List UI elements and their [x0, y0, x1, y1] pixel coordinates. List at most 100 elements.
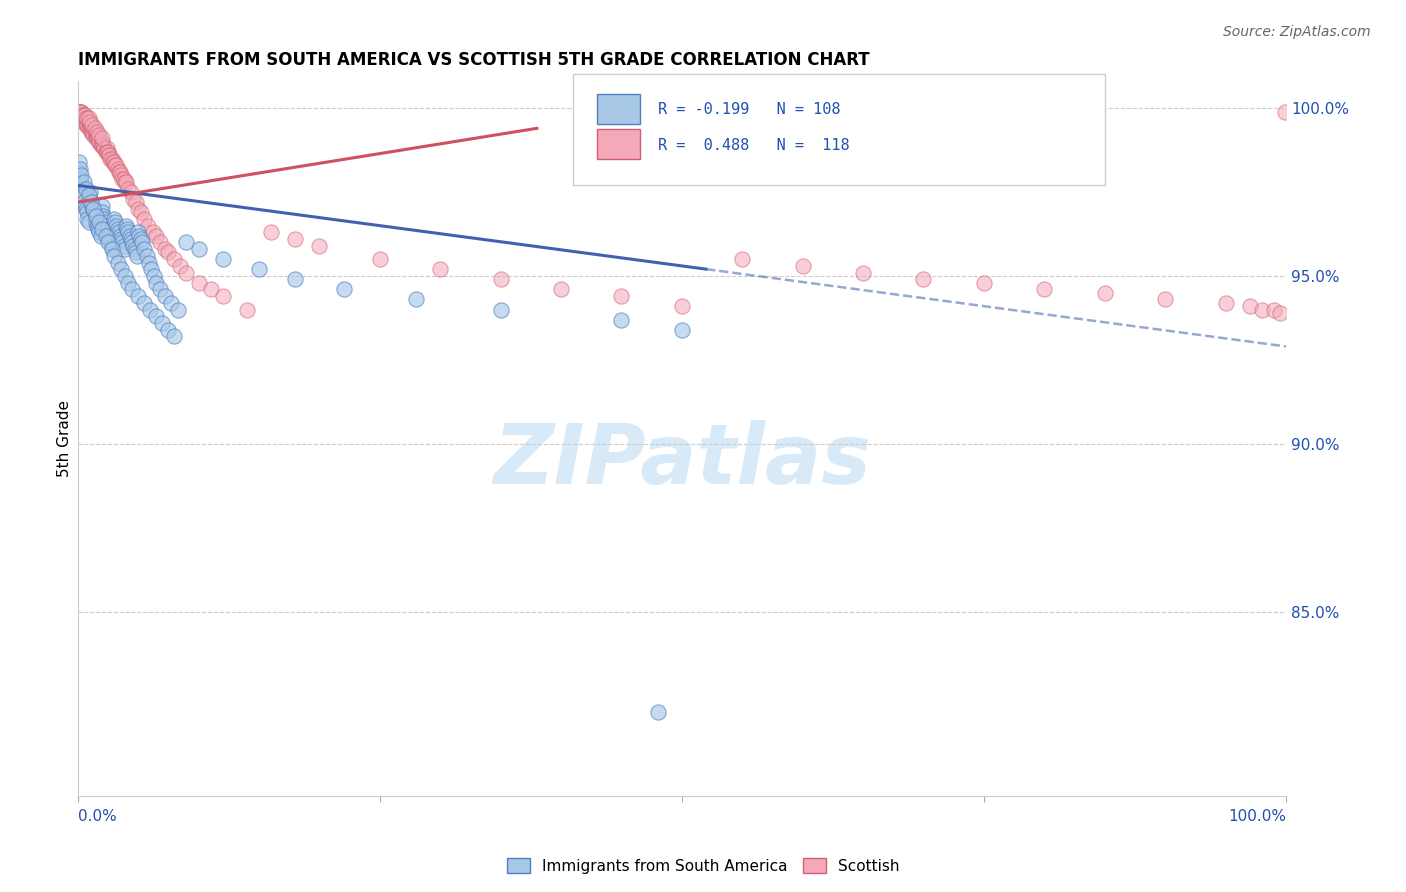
Point	[141, 262, 163, 277]
Point	[1239, 299, 1261, 313]
Point	[100, 152, 122, 166]
Point	[69, 104, 91, 119]
Point	[72, 108, 94, 122]
Point	[82, 202, 104, 216]
Point	[211, 252, 233, 267]
Point	[89, 135, 111, 149]
Point	[176, 235, 198, 250]
Point	[101, 154, 124, 169]
Point	[108, 165, 131, 179]
Point	[70, 175, 93, 189]
Point	[134, 211, 156, 226]
Point	[731, 252, 754, 267]
Point	[111, 171, 134, 186]
Point	[120, 232, 142, 246]
Point	[142, 268, 165, 283]
Text: ZIPatlas: ZIPatlas	[494, 419, 870, 500]
Point	[98, 152, 121, 166]
Point	[82, 118, 104, 132]
Point	[489, 272, 512, 286]
Point	[94, 228, 117, 243]
Point	[610, 289, 633, 303]
Point	[89, 135, 111, 149]
Point	[69, 104, 91, 119]
Point	[77, 188, 100, 202]
Point	[114, 242, 136, 256]
Point	[852, 266, 875, 280]
Point	[98, 148, 121, 162]
Point	[73, 198, 96, 212]
Point	[120, 185, 142, 199]
Point	[111, 235, 134, 250]
Point	[135, 249, 157, 263]
Point	[97, 222, 120, 236]
Point	[67, 104, 90, 119]
Point	[93, 211, 115, 226]
Point	[1274, 104, 1296, 119]
Point	[77, 114, 100, 128]
Point	[145, 310, 167, 324]
Point	[127, 225, 149, 239]
Point	[73, 195, 96, 210]
Text: IMMIGRANTS FROM SOUTH AMERICA VS SCOTTISH 5TH GRADE CORRELATION CHART: IMMIGRANTS FROM SOUTH AMERICA VS SCOTTIS…	[77, 51, 869, 69]
Point	[121, 282, 143, 296]
Point	[1263, 302, 1285, 317]
Point	[131, 235, 153, 250]
Point	[260, 225, 283, 239]
Point	[77, 121, 100, 136]
Point	[67, 154, 90, 169]
Point	[671, 323, 693, 337]
Point	[67, 165, 90, 179]
Point	[142, 225, 165, 239]
Point	[610, 312, 633, 326]
Point	[70, 104, 93, 119]
Point	[405, 293, 427, 307]
Legend: Immigrants from South America, Scottish: Immigrants from South America, Scottish	[501, 852, 905, 880]
Point	[429, 262, 451, 277]
Point	[93, 141, 115, 155]
Point	[87, 222, 110, 236]
Point	[211, 289, 233, 303]
Point	[1033, 282, 1056, 296]
Point	[134, 242, 156, 256]
Point	[134, 295, 156, 310]
Point	[70, 182, 93, 196]
Point	[1250, 302, 1272, 317]
Point	[89, 215, 111, 229]
Point	[100, 242, 122, 256]
Point	[83, 121, 105, 136]
Point	[84, 209, 107, 223]
Point	[117, 222, 139, 236]
Point	[91, 138, 114, 153]
Point	[139, 302, 162, 317]
Text: 100.0%: 100.0%	[1227, 809, 1286, 824]
Point	[75, 118, 97, 132]
Point	[159, 295, 181, 310]
Point	[82, 198, 104, 212]
Point	[82, 121, 104, 136]
Point	[89, 128, 111, 142]
Point	[125, 249, 148, 263]
Point	[94, 145, 117, 159]
Point	[138, 255, 160, 269]
Point	[73, 188, 96, 202]
Text: R = -0.199   N = 108: R = -0.199 N = 108	[658, 103, 841, 118]
Point	[73, 112, 96, 126]
Point	[72, 108, 94, 122]
Point	[153, 242, 176, 256]
Point	[90, 205, 112, 219]
Point	[90, 228, 112, 243]
Point	[163, 329, 186, 343]
Point	[72, 112, 94, 126]
Point	[200, 282, 222, 296]
Point	[97, 145, 120, 159]
Point	[70, 169, 93, 183]
Point	[82, 125, 104, 139]
Point	[145, 276, 167, 290]
Point	[110, 169, 132, 183]
Text: R =  0.488   N =  118: R = 0.488 N = 118	[658, 138, 849, 153]
Point	[107, 222, 129, 236]
Point	[90, 138, 112, 153]
Point	[82, 128, 104, 142]
Point	[150, 316, 173, 330]
